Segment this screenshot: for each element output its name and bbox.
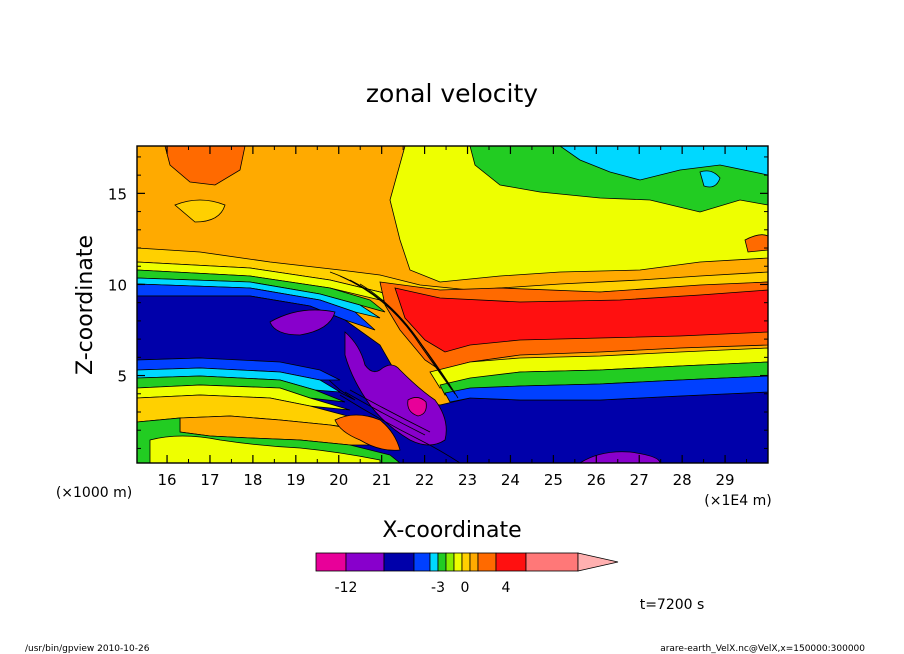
x-tick-label: 27 [630, 471, 649, 489]
x-tick-label: 29 [716, 471, 735, 489]
x-tick-label: 25 [544, 471, 563, 489]
band-red-right [394, 287, 768, 353]
band-orange-bottom [334, 414, 401, 451]
colorbar-arrow [577, 552, 619, 572]
x-axis: 16 17 18 19 20 21 22 23 24 25 26 27 28 29 [158, 146, 748, 489]
y-axis: 5 10 15 [108, 156, 768, 449]
footer-left: /usr/bin/gpview 2010-10-26 [25, 644, 150, 654]
chart-title: zonal velocity [366, 79, 538, 108]
y-unit-label: (×1000 m) [56, 485, 132, 501]
band-yellow-bottomleft [149, 435, 381, 463]
colorbar-segment [525, 552, 579, 572]
x-tick-label: 23 [458, 471, 477, 489]
x-tick-label: 17 [200, 471, 219, 489]
band-darkorange-right [744, 234, 768, 253]
contour-field [137, 146, 768, 463]
x-tick-label: 16 [158, 471, 177, 489]
x-tick-label: 22 [415, 471, 434, 489]
colorbar-tick-labels: -12 -3 0 4 [335, 580, 511, 596]
band-yellow-left [174, 199, 226, 223]
band-darkorange-topleft [164, 146, 246, 186]
colorbar-tick-label: -12 [335, 580, 358, 596]
x-tick-label: 20 [329, 471, 348, 489]
band-purple-center [344, 331, 447, 446]
band-purple-left [269, 309, 336, 336]
x-tick-label: 26 [587, 471, 606, 489]
colorbar-segment [383, 552, 415, 572]
band-cyan-top [559, 146, 768, 181]
colorbar-segment [445, 552, 455, 572]
x-unit-label: (×1E4 m) [704, 493, 771, 509]
colorbar-segment [345, 552, 385, 572]
colorbar-segment [469, 552, 479, 572]
x-tick-label: 18 [243, 471, 262, 489]
colorbar-segment [437, 552, 447, 572]
colorbar-tick-label: -3 [431, 580, 445, 596]
colorbar-segment [461, 552, 471, 572]
y-tick-label: 5 [117, 368, 127, 386]
plot-frame [136, 145, 769, 464]
colorbar-segment [477, 552, 497, 572]
y-axis-title: Z-coordinate [73, 235, 98, 375]
y-tick-label: 15 [108, 185, 127, 203]
x-tick-label: 21 [372, 471, 391, 489]
colorbar-segment [315, 552, 347, 572]
time-label: t=7200 s [640, 597, 705, 613]
y-tick-label: 10 [108, 276, 127, 294]
colorbar-segment [495, 552, 527, 572]
band-magenta-spot [407, 397, 427, 417]
band-cyan-spot [699, 170, 721, 188]
colorbar-segment [453, 552, 463, 572]
colorbar-segment [429, 552, 439, 572]
colorbar-segment [413, 552, 431, 572]
colorbar-tick-label: 4 [502, 580, 511, 596]
colorbar [315, 552, 619, 572]
footer-right: arare-earth_VelX.nc@VelX,x=150000:300000 [660, 644, 865, 654]
x-axis-title: X-coordinate [382, 518, 521, 543]
band-purple-bottom [579, 451, 661, 463]
colorbar-tick-label: 0 [461, 580, 470, 596]
x-tick-label: 24 [501, 471, 520, 489]
band-blue-lowright [444, 375, 768, 403]
x-tick-label: 19 [286, 471, 305, 489]
x-tick-label: 28 [673, 471, 692, 489]
